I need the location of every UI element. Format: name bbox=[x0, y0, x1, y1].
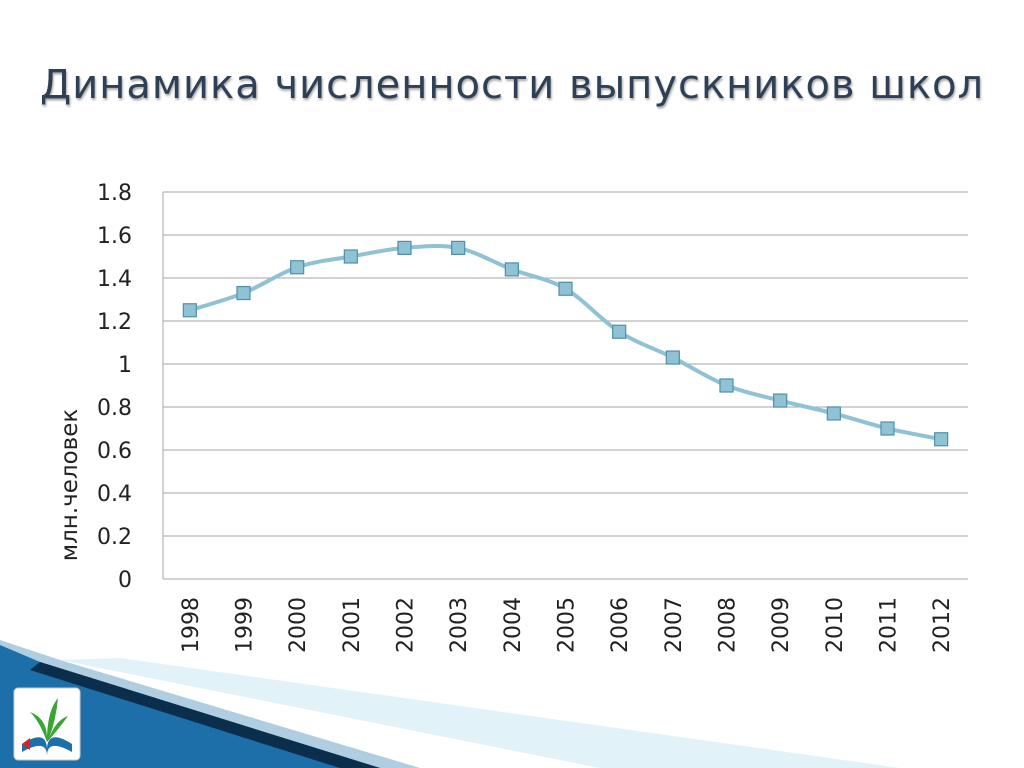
x-tick-label: 1999 bbox=[233, 597, 258, 653]
data-point-2001 bbox=[343, 249, 358, 264]
chart-gridlines bbox=[162, 191, 968, 580]
y-tick-label: 1.6 bbox=[97, 224, 132, 249]
y-axis-title: млн.человек bbox=[57, 409, 83, 562]
slide-title: Динамика численности выпускников школ bbox=[39, 62, 985, 108]
y-tick-label: 1.2 bbox=[97, 310, 132, 335]
y-tick-label: 0.8 bbox=[97, 396, 132, 421]
x-tick-label: 2012 bbox=[930, 597, 955, 653]
x-tick-label: 2010 bbox=[823, 597, 848, 653]
x-tick-label: 2005 bbox=[555, 597, 580, 653]
data-point-2004 bbox=[504, 262, 519, 277]
x-tick-label: 2004 bbox=[501, 597, 526, 653]
y-tick-label: 1.8 bbox=[97, 181, 132, 206]
y-tick-label: 0.4 bbox=[97, 482, 132, 507]
x-tick-label: 2008 bbox=[716, 597, 741, 653]
data-point-2005 bbox=[558, 281, 573, 296]
data-point-2000 bbox=[290, 260, 305, 275]
x-axis-tick-labels: 1998 1999 2000 2001 2002 2003 2004 2005 2006 2007… bbox=[179, 597, 955, 653]
x-tick-label: 2006 bbox=[608, 597, 633, 653]
data-point-2011 bbox=[880, 421, 895, 436]
y-axis-tick-labels: 0 0.2 0.4 0.6 0.8 1 1.2 1.4 1.6 1.8 bbox=[97, 181, 132, 593]
chart-series bbox=[182, 240, 949, 447]
y-tick-label: 0 bbox=[118, 568, 132, 593]
x-tick-label: 2011 bbox=[877, 597, 902, 653]
x-tick-label: 2000 bbox=[286, 597, 311, 653]
y-tick-label: 1.4 bbox=[97, 267, 132, 292]
data-point-2006 bbox=[612, 324, 627, 339]
data-point-1998 bbox=[182, 303, 197, 318]
data-point-2012 bbox=[934, 432, 949, 447]
y-tick-label: 0.6 bbox=[97, 439, 132, 464]
data-point-2002 bbox=[397, 240, 412, 255]
x-tick-label: 1998 bbox=[179, 597, 204, 653]
data-point-2009 bbox=[773, 393, 788, 408]
data-point-2010 bbox=[826, 406, 841, 421]
x-tick-label: 2002 bbox=[394, 597, 419, 653]
y-tick-label: 1 bbox=[118, 353, 132, 378]
data-point-1999 bbox=[236, 285, 251, 301]
y-tick-label: 0.2 bbox=[97, 525, 132, 550]
x-tick-label: 2007 bbox=[662, 597, 687, 653]
data-point-2008 bbox=[719, 378, 734, 393]
x-tick-label: 2009 bbox=[769, 597, 794, 653]
data-point-2007 bbox=[665, 350, 680, 365]
data-point-2003 bbox=[451, 240, 466, 255]
x-tick-label: 2001 bbox=[340, 597, 365, 653]
x-tick-label: 2003 bbox=[447, 597, 472, 653]
